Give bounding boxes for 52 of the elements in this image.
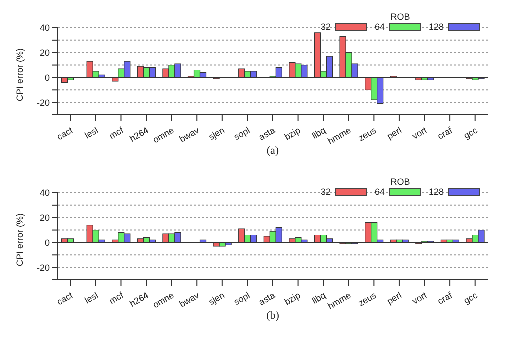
x-tick-label: zeus — [356, 290, 379, 308]
x-tick-label: asta — [257, 290, 277, 308]
x-tick-label: gcc — [462, 125, 480, 141]
x-tick-label: libq — [310, 290, 328, 306]
y-tick-label: -20 — [36, 98, 50, 108]
y-tick-label: 20 — [40, 213, 50, 224]
text: (b) — [266, 310, 280, 322]
legend-label: 64 — [374, 187, 385, 197]
legend-label: 64 — [374, 22, 385, 32]
x-tick-label: asta — [257, 125, 277, 142]
y-tick-label: 40 — [40, 23, 50, 34]
y-tick-label: -20 — [36, 262, 50, 273]
x-tick-label: h264 — [128, 290, 151, 309]
legend-label: 128 — [428, 187, 444, 197]
legend-label: 128 — [428, 22, 444, 32]
y-axis-title: CPI error (%) — [15, 213, 26, 266]
x-tick-label: h264 — [128, 125, 151, 144]
x-tick-label: omne — [151, 125, 176, 146]
x-tick-label: lesl — [83, 290, 100, 306]
text: (a) — [266, 145, 280, 157]
x-tick-label: sopl — [232, 290, 252, 308]
y-tick-label: 40 — [40, 188, 50, 198]
x-tick-label: vort — [410, 125, 430, 142]
x-tick-label: cact — [55, 290, 76, 308]
x-tick-label: mcf — [108, 125, 126, 142]
x-tick-label: perl — [385, 290, 404, 306]
legend-label: 32 — [320, 22, 331, 32]
y-tick-label: 0 — [44, 238, 50, 248]
x-tick-label: gcc — [462, 290, 480, 306]
x-tick-label: sjen — [207, 290, 226, 308]
x-tick-label: sjen — [207, 125, 226, 142]
x-tick-label: bwav — [178, 125, 202, 144]
x-tick-label: bzip — [282, 290, 302, 308]
x-tick-label: cact — [55, 125, 76, 142]
x-tick-label: omne — [151, 290, 176, 310]
x-tick-label: bzip — [282, 125, 302, 142]
legend-title: ROB — [390, 12, 412, 22]
x-tick-label: craf — [436, 125, 454, 142]
x-tick-label: vort — [410, 290, 430, 306]
legend-label: 32 — [320, 187, 331, 197]
y-tick-label: 20 — [40, 48, 50, 58]
x-tick-label: sopl — [232, 125, 252, 142]
x-tick-label: zeus — [356, 125, 379, 144]
x-tick-label: libq — [310, 125, 328, 141]
x-tick-label: lesl — [83, 125, 100, 141]
x-tick-label: craf — [436, 290, 454, 306]
x-tick-label: bwav — [178, 290, 202, 310]
y-axis-title: CPI error (%) — [15, 48, 26, 102]
x-tick-label: perl — [385, 125, 404, 142]
y-tick-label: 0 — [44, 72, 50, 83]
legend-title: ROB — [390, 177, 412, 187]
x-tick-label: mcf — [108, 290, 126, 306]
